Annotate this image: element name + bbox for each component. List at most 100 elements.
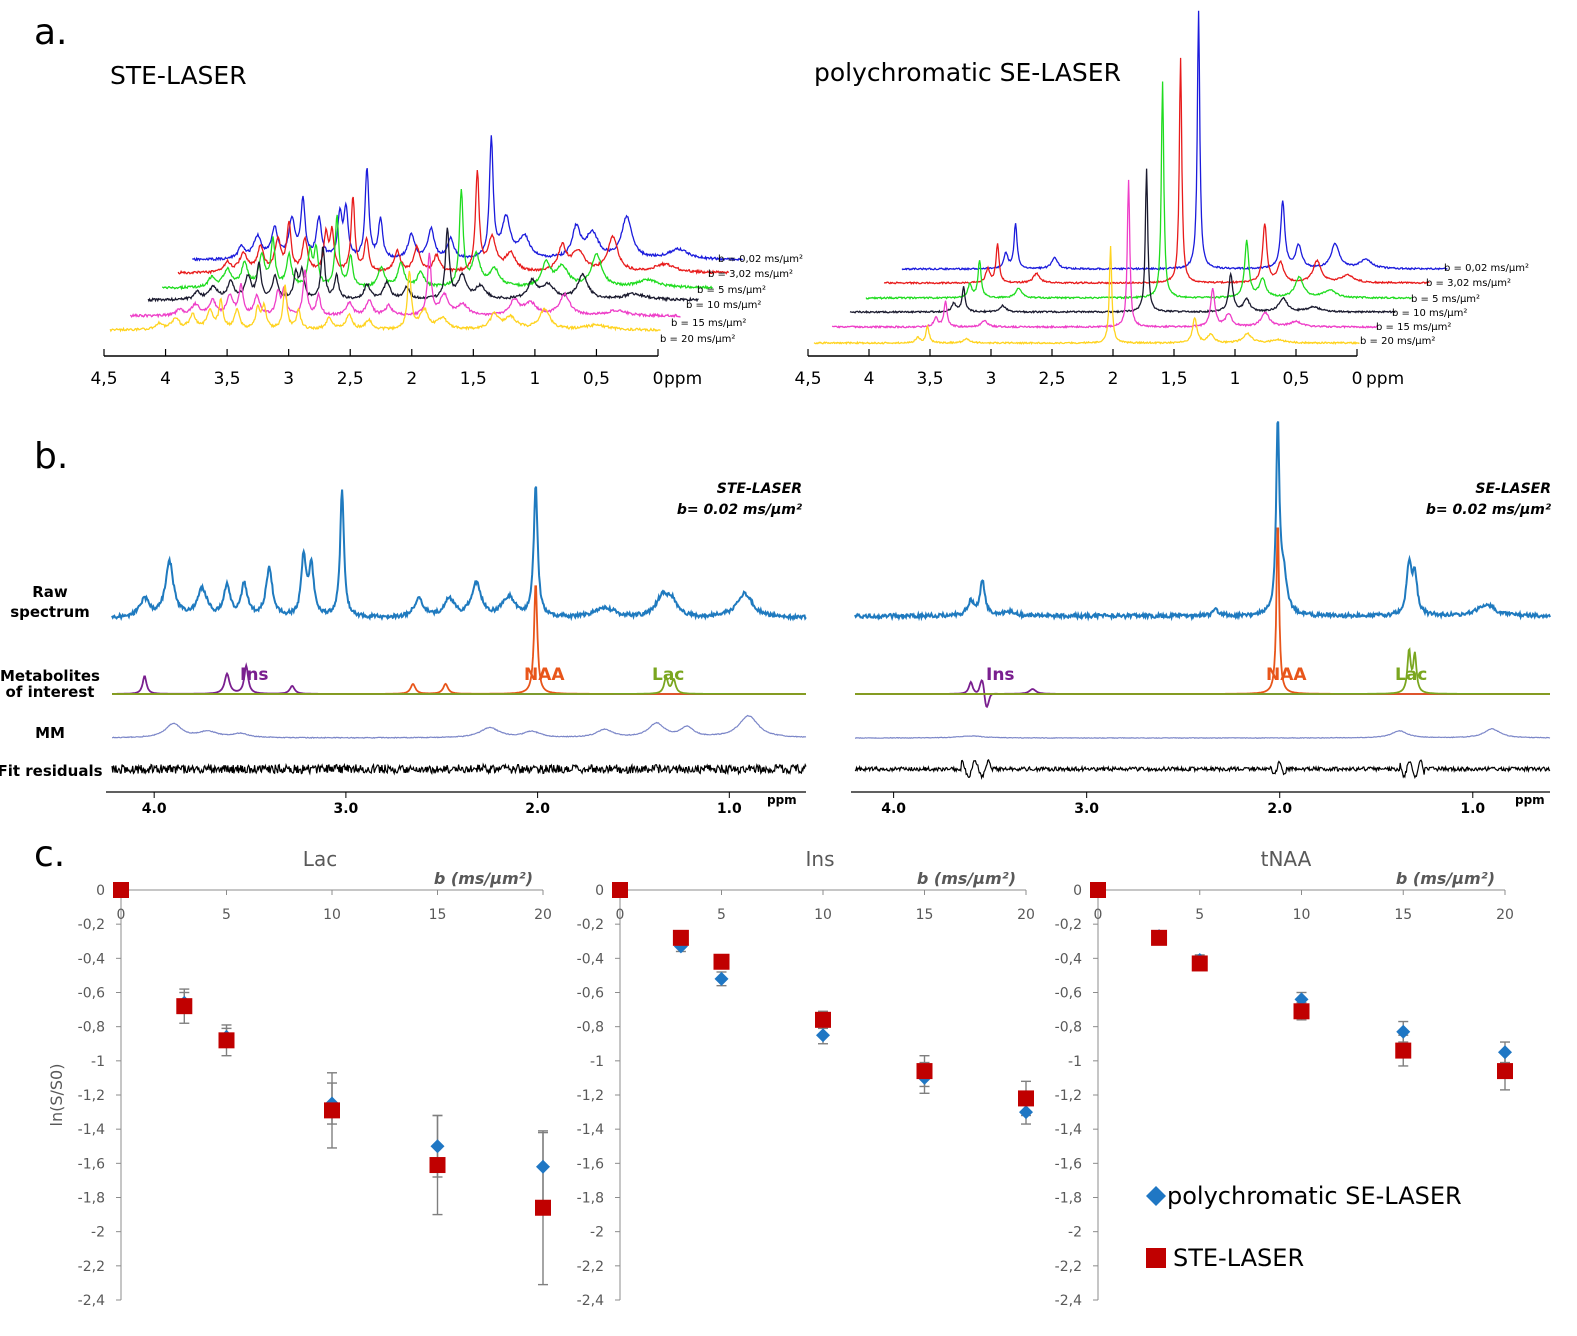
data-point-ste-laser <box>815 1011 831 1028</box>
chart-ins: Ins b (ms/µm²) 0 5 10 15 20 0 -0,2 -0,4 -0,6 -0,8 -1… <box>577 847 1035 1309</box>
panel-c-label: c. <box>34 834 65 875</box>
lac-fit-trace <box>855 647 1550 695</box>
panel-a-right-legend: b = 0,02 ms/µm² b = 3,02 ms/µm² b = 5 ms… <box>1360 263 1529 347</box>
y-tick-label: -0,4 <box>78 951 105 967</box>
legend-b-5: b = 5 ms/µm² <box>697 285 766 296</box>
ins-label: Ins <box>240 665 269 685</box>
y-tick-label: -2,2 <box>1055 1259 1082 1275</box>
y-tick-label: -1,4 <box>1055 1122 1082 1138</box>
y-tick-label: -1 <box>590 1054 604 1070</box>
x-axis-label: b (ms/µm²) <box>1396 869 1495 888</box>
panel-a-left-title: STE-LASER <box>110 61 247 90</box>
x-tick-label: 10 <box>1293 907 1311 923</box>
naa-label: NAA <box>1266 665 1307 685</box>
y-tick-label: -0,2 <box>78 917 105 933</box>
y-tick-label: -1 <box>91 1054 105 1070</box>
tick-label: 1.0 <box>1460 801 1485 817</box>
naa-fit-trace <box>112 585 806 695</box>
y-tick-label: -2,4 <box>78 1293 105 1309</box>
legend-b-0-02: b = 0,02 ms/µm² <box>1444 263 1529 274</box>
axis-unit-label: ppm <box>1515 793 1545 807</box>
x-tick-label: 20 <box>1496 907 1514 923</box>
data-point-se-laser <box>1498 1045 1512 1060</box>
lac-label: Lac <box>1395 665 1427 685</box>
tick-label: 2 <box>406 369 417 389</box>
tick-label: 4,5 <box>794 369 821 389</box>
y-tick-label: -0,6 <box>1055 986 1082 1002</box>
x-tick-label: 20 <box>534 907 552 923</box>
y-tick-label: -2 <box>1068 1225 1082 1241</box>
tick-label: 0,5 <box>583 369 610 389</box>
spectrum-trace-2 <box>865 81 1412 300</box>
legend-b-5: b = 5 ms/µm² <box>1411 294 1480 305</box>
row-label-metabolites: Metabolites <box>0 667 100 685</box>
panel-a-left-legend: b = 0,02 ms/µm² b = 3,02 ms/µm² b = 5 ms… <box>660 254 803 345</box>
spectrum-trace-0 <box>192 135 743 262</box>
data-point-ste-laser <box>1395 1042 1412 1059</box>
data-point-se-laser <box>536 1159 550 1174</box>
chart-tnaa: tNAA b (ms/µm²) 0 5 10 15 20 0 -0,2 -0,4 -0,6 -0,8 -… <box>1055 847 1514 1309</box>
panel-b-left-fit <box>111 486 807 776</box>
tick-label: 0 <box>1352 369 1363 389</box>
data-point-ste-laser <box>1090 882 1106 898</box>
data-point-ste-laser <box>713 953 730 970</box>
tick-label: 4.0 <box>881 801 906 817</box>
y-tick-label: -0,4 <box>1055 951 1082 967</box>
panel-b-left-axis: 4.0 3.0 2.0 1.0 ppm <box>106 791 806 817</box>
data-point-ste-laser <box>916 1063 933 1080</box>
y-tick-label: -2,4 <box>577 1293 604 1309</box>
panel-a-left-spectra <box>109 135 743 333</box>
y-tick-label: -1,6 <box>577 1156 604 1172</box>
row-label-raw: Raw <box>32 583 68 601</box>
lac-fit-trace <box>112 676 806 695</box>
y-tick-label: -1,8 <box>577 1191 604 1207</box>
y-tick-label: -2,4 <box>1055 1293 1082 1309</box>
naa-label: NAA <box>524 665 565 685</box>
data-point-se-laser <box>816 1028 830 1043</box>
chart-lac: Lac b (ms/µm²) 0 5 10 15 20 0 -0,2 -0,4 -0,6 -0,8 -1… <box>78 847 552 1309</box>
x-tick-label: 5 <box>717 907 726 923</box>
x-tick-label: 0 <box>1094 907 1103 923</box>
data-point-ste-laser <box>113 882 129 898</box>
y-tick-label: -0,6 <box>78 986 105 1002</box>
axis-unit-label: ppm <box>767 793 797 807</box>
axis-unit-label: ppm <box>664 369 702 389</box>
row-label-mm: MM <box>35 724 65 742</box>
y-tick-label: -1,8 <box>1055 1191 1082 1207</box>
y-tick-label: -2,2 <box>577 1259 604 1275</box>
row-label-of-interest: of interest <box>6 683 95 701</box>
y-tick-label: -2 <box>590 1225 604 1241</box>
y-tick-label: -1,8 <box>78 1191 105 1207</box>
x-tick-label: 15 <box>916 907 934 923</box>
data-point-se-laser <box>714 971 729 986</box>
y-tick-label: -0,4 <box>577 951 604 967</box>
panel-b-left-bvalue: b= 0.02 ms/µm² <box>677 502 803 518</box>
panel-a-label: a. <box>34 12 68 53</box>
ins-fit-trace <box>112 662 806 695</box>
data-point-ste-laser <box>612 882 628 898</box>
y-tick-label: 0 <box>1073 883 1082 899</box>
data-point-se-laser <box>1294 992 1309 1007</box>
y-tick-label: -2 <box>91 1225 105 1241</box>
y-tick-label: -1 <box>1068 1054 1082 1070</box>
lac-label: Lac <box>652 665 684 685</box>
panel-a-right-axis: 4,5 4 3,5 3 2,5 2 1,5 1 0,5 0 ppm <box>794 349 1404 389</box>
data-point-ste-laser <box>672 929 689 946</box>
panel-b-right-bvalue: b= 0.02 ms/µm² <box>1426 502 1552 518</box>
legend-b-10: b = 10 ms/µm² <box>1392 308 1467 319</box>
x-axis-label: b (ms/µm²) <box>434 869 533 888</box>
row-label-spectrum: spectrum <box>10 603 90 621</box>
y-tick-label: -1,4 <box>78 1122 105 1138</box>
legend-marker-square <box>1146 1248 1166 1268</box>
tick-label: 2.0 <box>525 801 550 817</box>
data-point-ste-laser <box>1191 955 1208 972</box>
y-tick-label: -1,2 <box>78 1088 105 1104</box>
spectrum-trace-2 <box>161 189 713 291</box>
y-tick-label: 0 <box>96 883 105 899</box>
x-axis-label: b (ms/µm²) <box>917 869 1016 888</box>
chart-title: Lac <box>303 847 337 871</box>
tick-label: 2 <box>1108 369 1119 389</box>
tick-label: 2,5 <box>337 369 364 389</box>
fit-residual-trace <box>111 762 807 776</box>
